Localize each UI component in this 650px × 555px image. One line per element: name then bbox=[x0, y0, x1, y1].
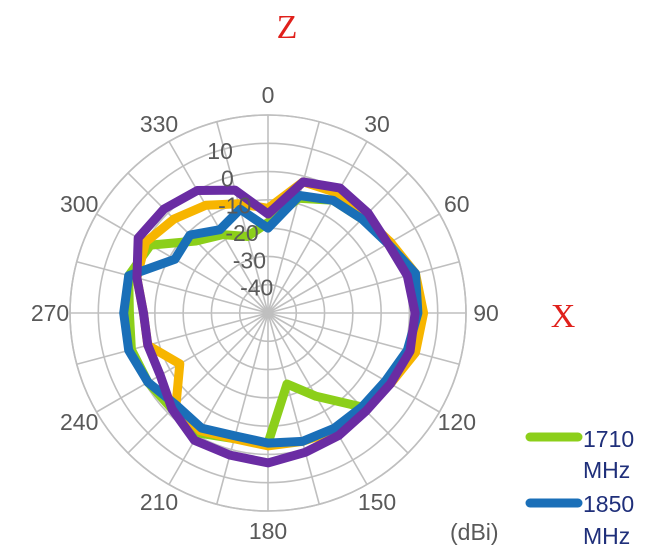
grid-spoke-225 bbox=[127, 312, 269, 454]
angle-label-330: 330 bbox=[140, 111, 178, 137]
angle-label-120: 120 bbox=[438, 409, 476, 435]
legend-label-1850-value: 1850 bbox=[583, 491, 634, 517]
grid-spoke-195 bbox=[215, 312, 269, 505]
grid-spoke-60 bbox=[267, 213, 440, 314]
legend-label-1710-value: 1710 bbox=[583, 426, 634, 452]
label-group: 0306090120150180210240270300330100-10-20… bbox=[31, 82, 499, 544]
unit-label: (dBi) bbox=[450, 519, 499, 545]
series-line-3 bbox=[132, 177, 420, 468]
grid-spoke-285 bbox=[76, 260, 269, 314]
grid-spoke-300 bbox=[96, 213, 269, 314]
legend-label-1710-unit: MHz bbox=[583, 457, 630, 483]
angle-label-60: 60 bbox=[444, 191, 470, 217]
angle-label-90: 90 bbox=[473, 300, 499, 326]
angle-label-270: 270 bbox=[31, 300, 69, 326]
legend-label-1850-unit: MHz bbox=[583, 523, 630, 549]
grid-spoke-30 bbox=[267, 141, 368, 314]
radial-tick-label-4: -30 bbox=[233, 247, 266, 273]
angle-label-180: 180 bbox=[249, 518, 287, 544]
legend: 1710 MHz 1850 MHz bbox=[525, 426, 634, 549]
grid-spoke-255 bbox=[76, 312, 269, 366]
x-axis-letter: X bbox=[551, 298, 576, 335]
radial-tick-label-2: -10 bbox=[218, 193, 251, 219]
grid-spoke-15 bbox=[267, 121, 321, 314]
radial-tick-label-3: -20 bbox=[225, 220, 258, 246]
grid-spoke-345 bbox=[215, 121, 269, 314]
angle-label-30: 30 bbox=[364, 111, 390, 137]
radial-tick-label-0: 10 bbox=[207, 138, 233, 164]
angle-label-0: 0 bbox=[262, 82, 275, 108]
grid-spoke-45 bbox=[267, 172, 409, 314]
series-group bbox=[119, 177, 429, 468]
angle-label-300: 300 bbox=[60, 191, 98, 217]
z-axis-letter: Z bbox=[277, 9, 298, 46]
angle-label-150: 150 bbox=[358, 489, 396, 515]
radial-tick-label-1: 0 bbox=[221, 165, 234, 191]
grid-spoke-75 bbox=[267, 260, 460, 314]
grid-spoke-120 bbox=[267, 312, 440, 413]
radial-tick-label-5: -40 bbox=[240, 275, 273, 301]
angle-label-240: 240 bbox=[60, 409, 98, 435]
grid-spoke-135 bbox=[267, 312, 409, 454]
grid-spoke-165 bbox=[267, 312, 321, 505]
grid-spoke-210 bbox=[168, 312, 269, 485]
grid-spoke-105 bbox=[267, 312, 460, 366]
angle-label-210: 210 bbox=[140, 489, 178, 515]
